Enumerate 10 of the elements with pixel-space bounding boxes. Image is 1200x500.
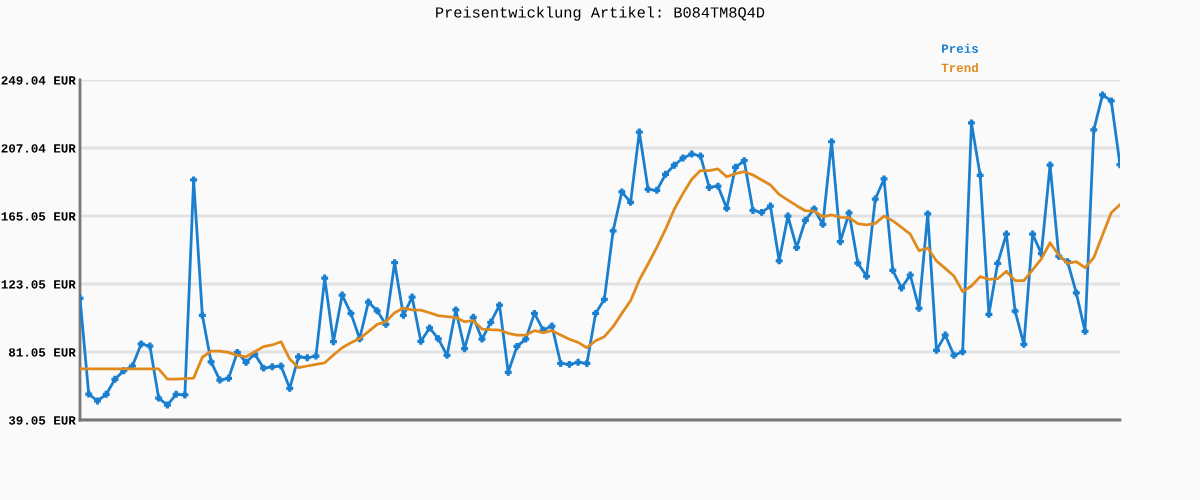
y-tick-label: 165.05 EUR bbox=[1, 212, 76, 221]
y-tick-label: 81.05 EUR bbox=[8, 348, 76, 357]
y-tick-label: 249.04 EUR bbox=[1, 76, 76, 85]
y-tick-label: 207.04 EUR bbox=[1, 144, 76, 153]
text: Trend bbox=[941, 62, 978, 73]
y-tick-label: 39.05 EUR bbox=[8, 416, 76, 425]
line-series bbox=[80, 167, 1120, 381]
chart-title: Preisentwicklung Artikel: B084TM8Q4D bbox=[436, 6, 765, 21]
y-tick-label: 123.05 EUR bbox=[1, 280, 76, 289]
text: Preis bbox=[942, 43, 978, 53]
